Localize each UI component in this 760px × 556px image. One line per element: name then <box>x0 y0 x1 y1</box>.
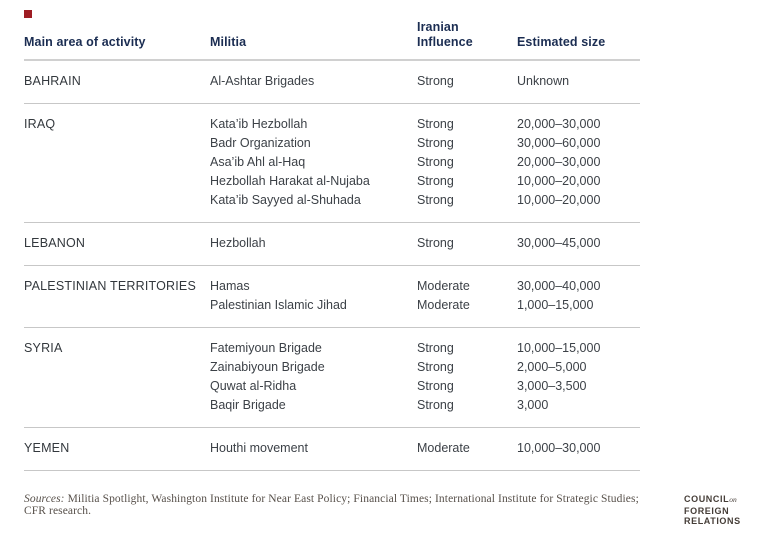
table-section: PALESTINIAN TERRITORIES Hamas Moderate 30,0… <box>24 266 640 328</box>
militia-name: Kata’ib Hezbollah <box>210 117 308 131</box>
estimated-size: 30,000–60,000 <box>517 136 601 150</box>
influence-level: Moderate <box>417 298 470 312</box>
influence-level: Strong <box>417 360 454 374</box>
table-section: LEBANON Hezbollah Strong 30,000–45,000 <box>24 223 640 266</box>
estimated-size: 10,000–30,000 <box>517 441 601 455</box>
area-label: SYRIA <box>24 341 63 355</box>
sources-text: Militia Spotlight, Washington Institute … <box>24 493 639 517</box>
cfr-logo-on: on <box>729 495 737 504</box>
area-label: PALESTINIAN TERRITORIES <box>24 279 197 293</box>
estimated-size: 1,000–15,000 <box>517 298 594 312</box>
estimated-size: 10,000–20,000 <box>517 174 601 188</box>
estimated-size: 3,000–3,500 <box>517 379 587 393</box>
estimated-size: 20,000–30,000 <box>517 117 601 131</box>
influence-level: Strong <box>417 236 454 250</box>
sources-label: Sources: <box>24 493 65 505</box>
militia-name: Hamas <box>210 279 250 293</box>
cfr-logo-council: COUNCIL <box>684 494 730 504</box>
cfr-logo: COUNCILon FOREIGN RELATIONS <box>684 494 741 527</box>
militia-name: Al-Ashtar Brigades <box>210 74 315 88</box>
militia-name: Palestinian Islamic Jihad <box>210 298 347 312</box>
table-section: SYRIA Fatemiyoun Brigade Strong 10,000–15,0… <box>24 328 640 428</box>
table-header-row: Main area of activity Militia Iranian In… <box>24 14 640 61</box>
influence-level: Strong <box>417 379 454 393</box>
influence-level: Moderate <box>417 279 470 293</box>
area-label: LEBANON <box>24 236 86 250</box>
cfr-logo-foreign: FOREIGN <box>684 505 730 516</box>
table-section: IRAQ Kata’ib Hezbollah Strong 20,000–30,000… <box>24 104 640 223</box>
militia-name: Hezbollah Harakat al-Nujaba <box>210 174 370 188</box>
estimated-size: 30,000–45,000 <box>517 236 601 250</box>
area-label: IRAQ <box>24 117 56 131</box>
militia-table: Main area of activity Militia Iranian In… <box>24 14 640 471</box>
militia-name: Asa’ib Ahl al-Haq <box>210 155 306 169</box>
estimated-size: 2,000–5,000 <box>517 360 587 374</box>
estimated-size: 10,000–20,000 <box>517 193 601 207</box>
influence-level: Strong <box>417 136 454 150</box>
accent-square-marker <box>24 10 32 18</box>
cfr-logo-relations: RELATIONS <box>684 516 741 526</box>
militia-name: Baqir Brigade <box>210 398 286 412</box>
sources-note: Sources: Militia Spotlight, Washington I… <box>24 493 644 517</box>
table-body: BAHRAIN Al-Ashtar Brigades Strong Unknown IR… <box>24 61 640 471</box>
militia-name: Houthi movement <box>210 441 308 455</box>
column-header-area: Main area of activity <box>24 35 146 49</box>
militia-name: Kata’ib Sayyed al-Shuhada <box>210 193 361 207</box>
influence-level: Strong <box>417 117 454 131</box>
militia-name: Badr Organization <box>210 136 311 150</box>
estimated-size: 20,000–30,000 <box>517 155 601 169</box>
estimated-size: 10,000–15,000 <box>517 341 601 355</box>
estimated-size: Unknown <box>517 74 570 88</box>
estimated-size: 30,000–40,000 <box>517 279 601 293</box>
area-label: BAHRAIN <box>24 74 81 88</box>
influence-level: Strong <box>417 341 454 355</box>
estimated-size: 3,000 <box>517 398 549 412</box>
column-header-militia: Militia <box>210 35 247 49</box>
column-header-size: Estimated size <box>517 35 606 49</box>
influence-level: Strong <box>417 174 454 188</box>
militia-name: Quwat al-Ridha <box>210 379 297 393</box>
influence-level: Strong <box>417 155 454 169</box>
militia-name: Fatemiyoun Brigade <box>210 341 322 355</box>
table-section: BAHRAIN Al-Ashtar Brigades Strong Unknown <box>24 61 640 104</box>
militia-name: Zainabiyoun Brigade <box>210 360 325 374</box>
influence-level: Moderate <box>417 441 470 455</box>
influence-level: Strong <box>417 74 454 88</box>
influence-level: Strong <box>417 398 454 412</box>
militia-name: Hezbollah <box>210 236 266 250</box>
column-header-influence: Iranian Influence <box>417 20 473 49</box>
area-label: YEMEN <box>24 441 70 455</box>
table-section: YEMEN Houthi movement Moderate 10,000–30,00… <box>24 428 640 471</box>
influence-level: Strong <box>417 193 454 207</box>
